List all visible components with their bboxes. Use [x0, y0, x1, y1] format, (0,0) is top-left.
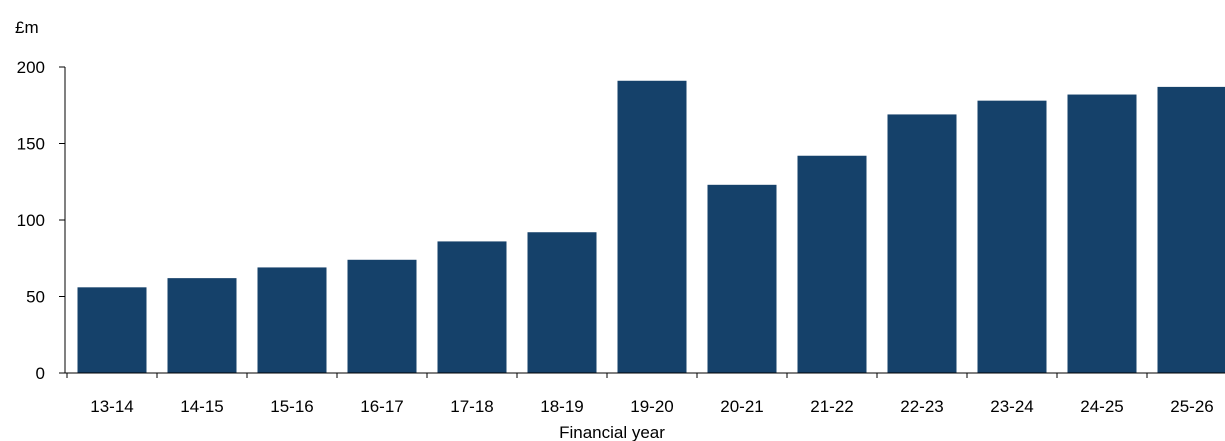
- bar-19-20: [618, 81, 687, 373]
- x-tick-label: 15-16: [270, 397, 313, 416]
- x-tick-label: 18-19: [540, 397, 583, 416]
- x-axis: 13-14 14-15 15-16 16-17 17-18 18-19 19-20 20-21…: [65, 373, 1225, 416]
- x-tick-label: 19-20: [630, 397, 673, 416]
- x-tick-label: 14-15: [180, 397, 223, 416]
- bar-21-22: [798, 156, 867, 373]
- x-tick-label: 16-17: [360, 397, 403, 416]
- x-axis-title: Financial year: [559, 423, 665, 441]
- bar-17-18: [438, 241, 507, 373]
- x-tick-label: 13-14: [90, 397, 133, 416]
- x-tick-label: 20-21: [720, 397, 763, 416]
- bar-16-17: [348, 260, 417, 373]
- x-tick-label: 21-22: [810, 397, 853, 416]
- bar-20-21: [708, 185, 777, 373]
- y-tick-label: 100: [17, 211, 45, 230]
- y-axis: 0 50 100 150 200: [17, 58, 65, 383]
- y-tick-label: 150: [17, 135, 45, 154]
- bar-25-26: [1158, 87, 1225, 373]
- x-tick-label: 22-23: [900, 397, 943, 416]
- y-axis-unit-label: £m: [15, 18, 39, 37]
- bars-group: [78, 81, 1225, 373]
- x-tick-label: 25-26: [1170, 397, 1213, 416]
- x-tick-label: 17-18: [450, 397, 493, 416]
- x-tick-label: 24-25: [1080, 397, 1123, 416]
- y-tick-label: 200: [17, 58, 45, 77]
- bar-18-19: [528, 232, 597, 373]
- bar-15-16: [258, 267, 327, 373]
- bar-23-24: [978, 101, 1047, 373]
- y-tick-label: 0: [36, 364, 45, 383]
- y-tick-label: 50: [26, 288, 45, 307]
- bar-22-23: [888, 114, 957, 373]
- bar-13-14: [78, 287, 147, 373]
- x-tick-label: 23-24: [990, 397, 1033, 416]
- bar-14-15: [168, 278, 237, 373]
- bar-24-25: [1068, 95, 1137, 373]
